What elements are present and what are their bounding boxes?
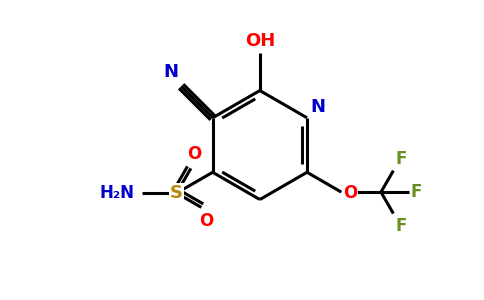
Text: F: F <box>411 183 422 201</box>
Text: S: S <box>170 184 183 202</box>
Text: O: O <box>199 212 213 230</box>
Text: OH: OH <box>245 32 275 50</box>
Text: N: N <box>310 98 325 116</box>
Text: O: O <box>343 184 358 202</box>
Text: F: F <box>395 217 407 235</box>
Text: H₂N: H₂N <box>99 184 134 202</box>
Text: F: F <box>395 150 407 168</box>
Text: N: N <box>163 63 178 81</box>
Text: O: O <box>187 145 201 163</box>
